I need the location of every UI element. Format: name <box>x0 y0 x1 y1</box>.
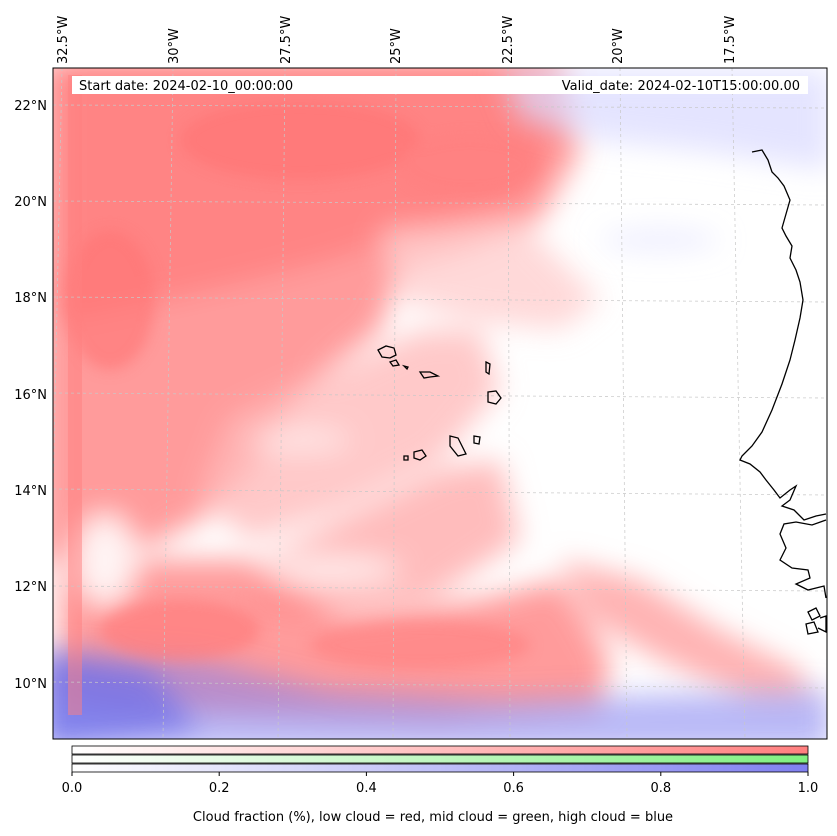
colorbar-tick-label: 0.0 <box>62 781 83 796</box>
colorbar-tick-label: 1.0 <box>798 781 819 796</box>
colorbar: 0.0 0.2 0.4 0.6 0.8 1.0 Cloud fraction (%), l… <box>62 745 819 825</box>
map-frame <box>52 67 828 740</box>
start-date-label: Start date: 2024-02-10_00:00:00 <box>79 79 293 94</box>
island-santo-antao <box>377 345 397 359</box>
lat-label: 10°N <box>14 677 47 692</box>
info-banner <box>72 76 808 94</box>
island-brava <box>403 455 409 461</box>
island-sal <box>485 360 491 376</box>
coastlines <box>377 149 827 635</box>
island-fogo <box>413 449 427 461</box>
valid-date-label: Valid_date: 2024-02-10T15:00:00.00 <box>562 79 800 94</box>
lat-label: 14°N <box>14 484 47 499</box>
colorbar-low-cloud <box>71 745 809 755</box>
cloud-field <box>53 68 827 739</box>
gridlines <box>53 68 827 739</box>
island-santa-luzia <box>401 364 409 371</box>
lon-label: 25°W <box>389 28 404 64</box>
lat-label: 16°N <box>14 388 47 403</box>
longitude-labels: 32.5°W 30°W 27.5°W 25°W 22.5°W 20°W 17.5… <box>56 16 738 64</box>
lon-label: 32.5°W <box>56 16 71 64</box>
lat-label: 20°N <box>14 195 47 210</box>
colorbar-ticks: 0.0 0.2 0.4 0.6 0.8 1.0 <box>62 772 819 796</box>
island-sao-nicolau <box>418 371 441 379</box>
colorbar-tick-label: 0.4 <box>356 781 377 796</box>
africa-coastline <box>739 149 827 635</box>
island-santiago <box>449 435 467 457</box>
colorbar-tick-label: 0.8 <box>650 781 671 796</box>
colorbar-tick-label: 0.6 <box>503 781 524 796</box>
lon-label: 27.5°W <box>279 16 294 64</box>
colorbar-mid-cloud <box>71 754 809 764</box>
island-boa-vista <box>487 390 502 405</box>
lon-label: 17.5°W <box>723 16 738 64</box>
colorbar-label: Cloud fraction (%), low cloud = red, mid… <box>193 810 673 825</box>
lon-label: 22.5°W <box>501 16 516 64</box>
colorbar-high-cloud <box>71 763 809 773</box>
island-sao-vicente <box>388 359 401 367</box>
lon-label: 30°W <box>167 28 182 64</box>
island-maio <box>473 435 481 445</box>
lat-label: 18°N <box>14 291 47 306</box>
lat-label: 22°N <box>14 99 47 114</box>
colorbar-tick-label: 0.2 <box>209 781 230 796</box>
latitude-labels: 22°N 20°N 18°N 16°N 14°N 12°N 10°N <box>14 99 47 692</box>
lon-label: 20°W <box>611 28 626 64</box>
lat-label: 12°N <box>14 580 47 595</box>
